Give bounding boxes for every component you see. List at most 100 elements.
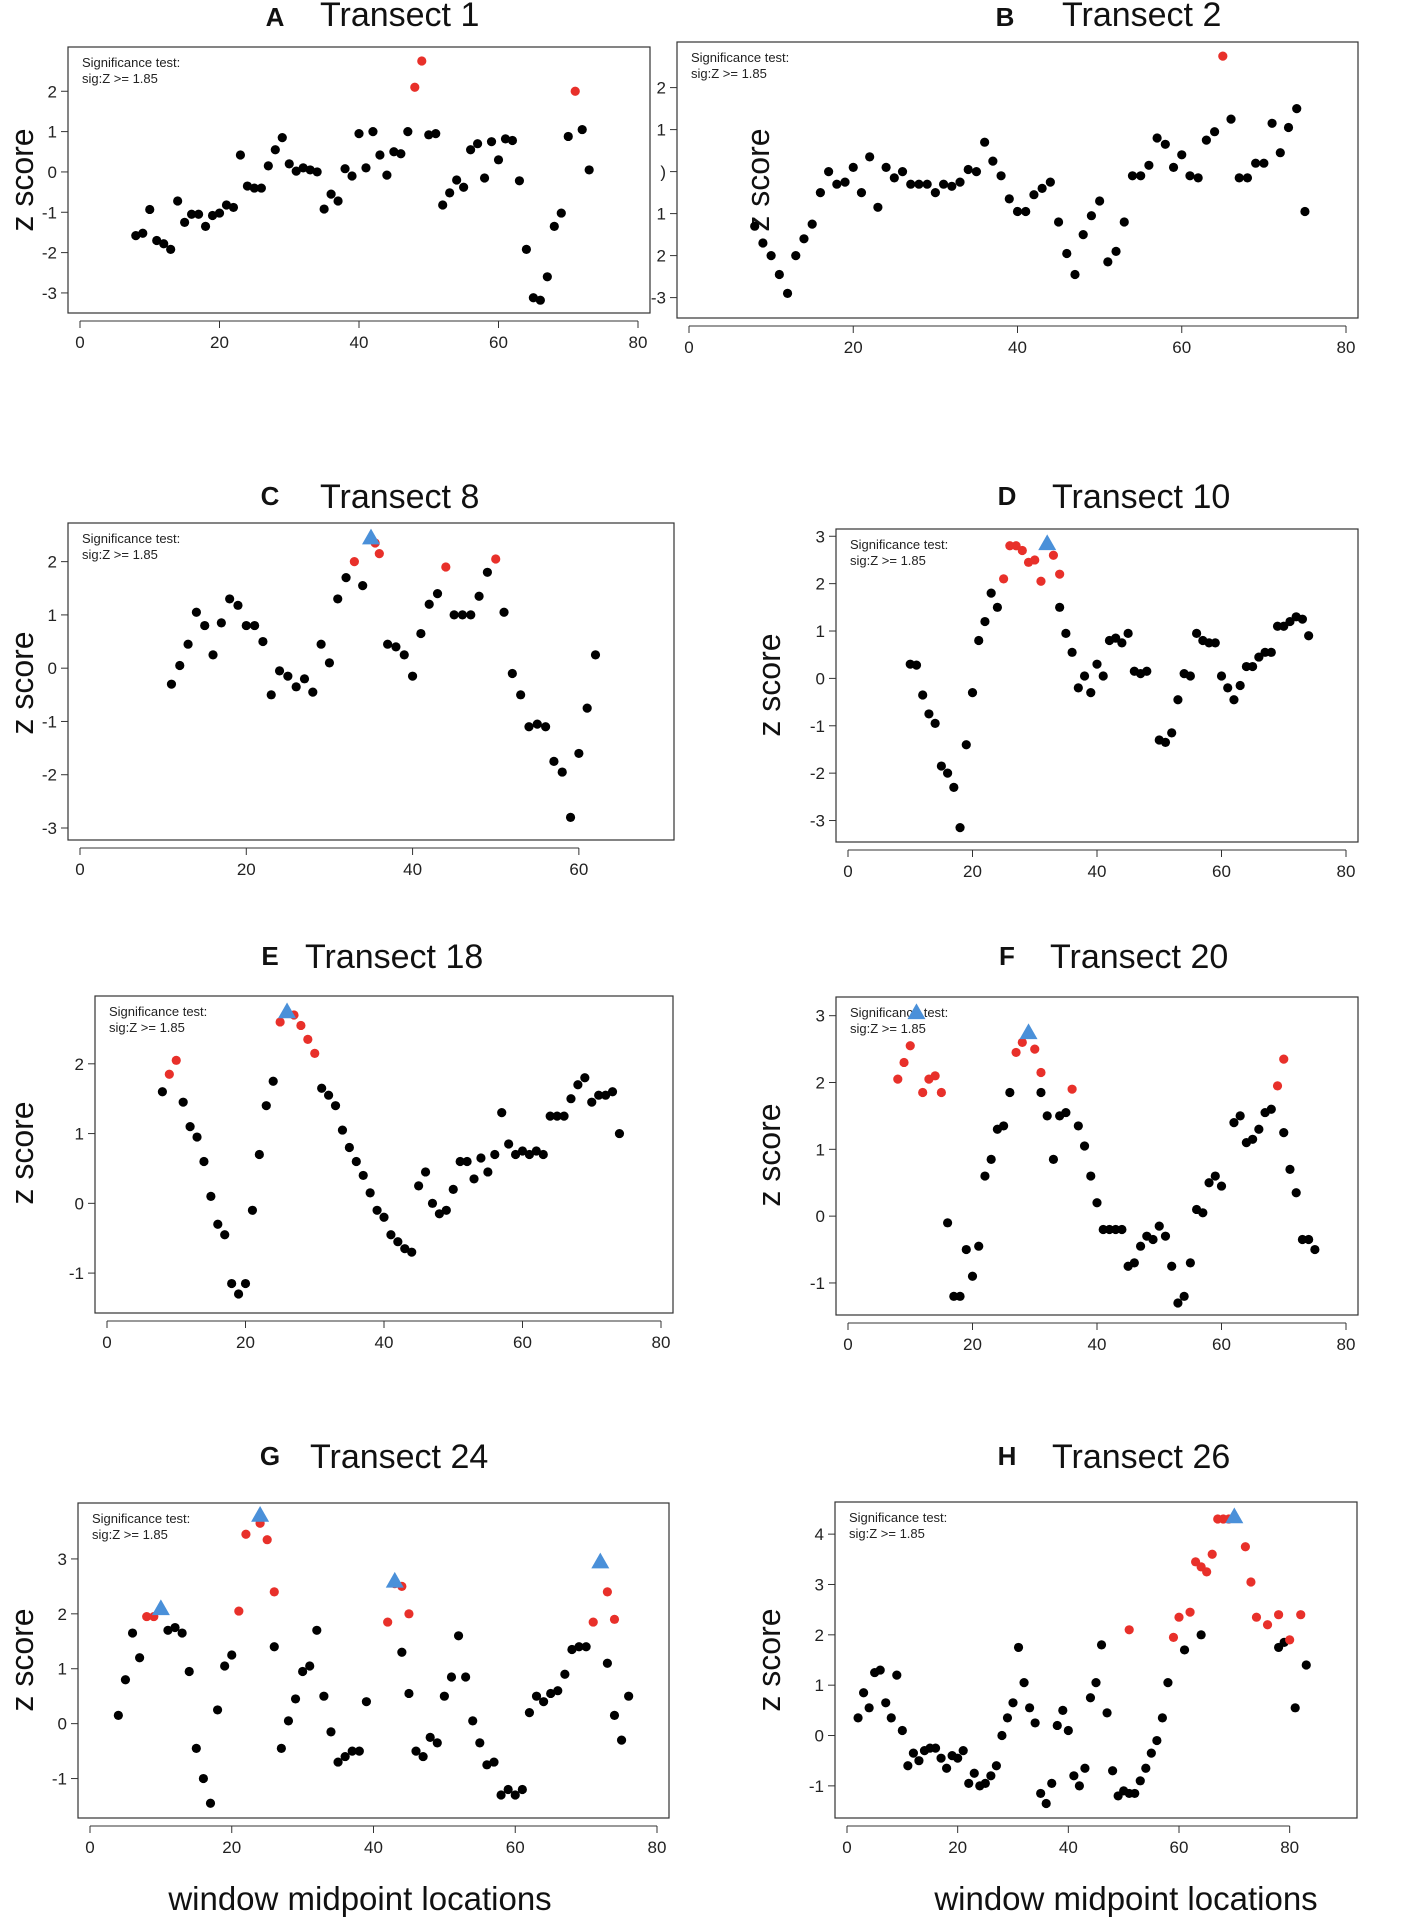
data-point xyxy=(347,1746,357,1756)
significance-annotation: Significance test: xyxy=(109,1004,207,1019)
data-point xyxy=(330,1101,341,1111)
data-point xyxy=(1062,248,1072,259)
data-point xyxy=(276,1743,286,1753)
data-point xyxy=(607,1087,618,1097)
data-point xyxy=(1103,257,1113,267)
data-point xyxy=(1292,104,1302,114)
x-tick-label: 40 xyxy=(403,860,422,879)
panel-title: Transect 18 xyxy=(305,938,483,976)
y-tick-label: 1 xyxy=(48,123,57,142)
data-point xyxy=(1185,671,1195,681)
y-tick-label: 0 xyxy=(75,1194,84,1213)
data-point xyxy=(601,1090,611,1100)
data-point xyxy=(1061,628,1071,638)
data-point xyxy=(138,228,148,238)
x-tick-label: 60 xyxy=(1212,1335,1231,1354)
data-point xyxy=(414,1181,424,1191)
data-point xyxy=(1235,1111,1245,1121)
x-tick-label: 60 xyxy=(489,333,508,352)
significance-threshold: sig:Z >= 1.85 xyxy=(850,1021,926,1036)
panel-title: Transect 10 xyxy=(1052,478,1230,516)
data-point xyxy=(947,181,957,191)
data-point xyxy=(184,1666,194,1677)
data-point xyxy=(247,1205,258,1215)
data-point xyxy=(462,1156,472,1167)
data-point xyxy=(584,165,594,175)
data-point xyxy=(173,196,183,206)
data-point xyxy=(1055,602,1065,612)
data-point xyxy=(1226,114,1236,124)
data-point xyxy=(1248,661,1258,672)
significant-point xyxy=(1048,550,1059,560)
y-axis-label: z score xyxy=(751,1608,787,1711)
significant-point xyxy=(1030,555,1040,565)
data-point xyxy=(1111,246,1121,256)
data-point xyxy=(848,162,858,172)
data-point xyxy=(1216,1181,1227,1191)
data-point xyxy=(1047,1778,1057,1788)
data-point xyxy=(524,1708,535,1718)
y-tick-label: 1 xyxy=(657,205,666,224)
data-point xyxy=(1173,695,1183,705)
x-tick-label: 80 xyxy=(648,1838,667,1857)
data-point xyxy=(616,1735,627,1745)
data-point xyxy=(906,179,916,189)
data-point xyxy=(1185,1258,1195,1268)
data-point xyxy=(1248,1134,1258,1144)
x-tick-label: 60 xyxy=(506,1838,525,1857)
data-point xyxy=(455,1156,465,1167)
data-point xyxy=(1008,1698,1018,1708)
data-point xyxy=(461,1672,471,1682)
data-point xyxy=(249,183,259,193)
significant-point xyxy=(899,1057,909,1068)
peak-marker xyxy=(1038,534,1057,551)
data-point xyxy=(177,1628,187,1638)
data-point xyxy=(531,1691,542,1701)
data-point xyxy=(192,1132,202,1142)
data-point xyxy=(1168,162,1179,172)
x-tick-label: 20 xyxy=(963,1335,982,1354)
data-point xyxy=(539,1697,549,1707)
data-point xyxy=(1086,1171,1096,1181)
significance-threshold: sig:Z >= 1.85 xyxy=(850,553,926,568)
data-point xyxy=(205,1798,216,1808)
data-point xyxy=(1117,1224,1127,1235)
y-tick-label: 3 xyxy=(816,527,825,546)
data-point xyxy=(750,221,760,231)
peak-marker xyxy=(251,1506,270,1522)
data-point xyxy=(1041,1798,1051,1809)
data-point xyxy=(1163,1678,1173,1688)
data-point xyxy=(404,1688,414,1699)
data-point xyxy=(365,1188,375,1198)
data-point xyxy=(897,167,908,177)
significance-annotation: Significance test: xyxy=(82,55,180,70)
data-point xyxy=(955,1291,965,1301)
peak-marker xyxy=(907,1003,926,1020)
x-tick-label: 60 xyxy=(1212,862,1231,881)
data-point xyxy=(580,1073,590,1083)
peak-marker xyxy=(591,1552,610,1569)
data-point xyxy=(326,1727,336,1737)
y-tick-label: 2 xyxy=(75,1055,84,1074)
data-point xyxy=(317,1083,327,1093)
data-point xyxy=(1267,118,1277,128)
data-point xyxy=(1029,190,1039,200)
data-point xyxy=(1037,183,1047,193)
data-point xyxy=(1045,177,1055,187)
panel-letter: D xyxy=(998,481,1017,511)
y-tick-label: -3 xyxy=(42,819,57,838)
data-point xyxy=(1030,1718,1040,1728)
data-point xyxy=(1196,1630,1206,1640)
data-point xyxy=(997,1730,1007,1741)
data-point xyxy=(407,671,418,681)
significant-point xyxy=(1036,576,1046,586)
data-point xyxy=(432,1738,442,1748)
data-point xyxy=(341,573,351,583)
y-axis-label: z score xyxy=(751,633,787,736)
data-point xyxy=(299,674,310,684)
y-axis-label: z score xyxy=(4,128,40,231)
data-point xyxy=(955,823,965,833)
data-point xyxy=(482,567,492,577)
significant-point xyxy=(1168,1632,1179,1642)
data-point xyxy=(483,1167,493,1177)
